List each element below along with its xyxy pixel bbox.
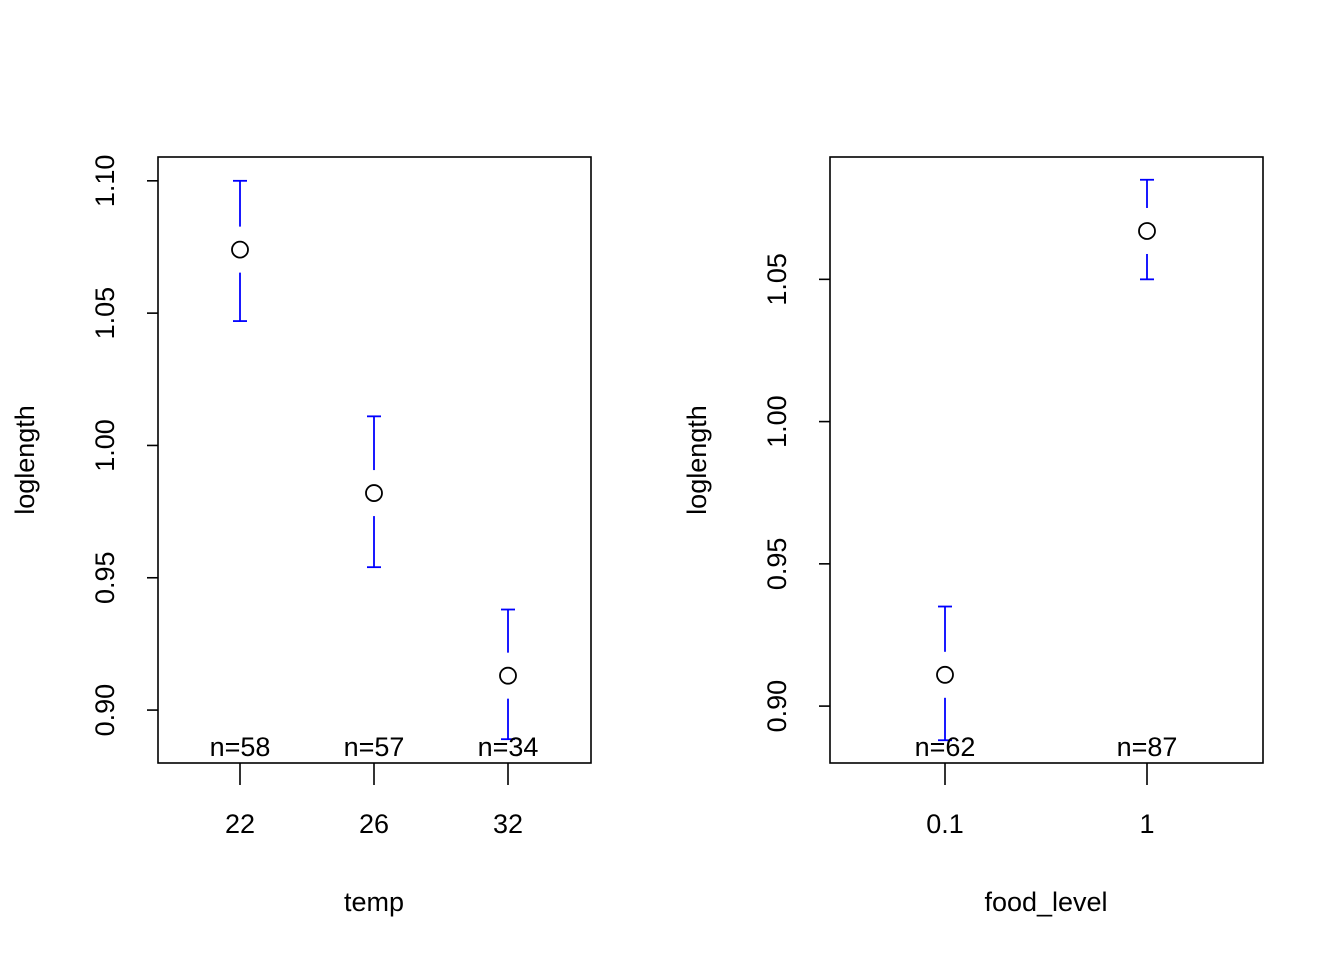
x-tick-label: 22 (225, 809, 255, 839)
sample-size-label: n=58 (210, 732, 271, 762)
data-point (365, 484, 383, 502)
data-point (231, 240, 249, 259)
data-point (936, 665, 954, 684)
x-tick-label: 0.1 (926, 809, 964, 839)
x-tick-label: 32 (493, 809, 523, 839)
panel-food-level: 0.90 0.95 1.00 1.05 0.1 1 food_level loglength n… (682, 156, 1264, 917)
y-tick-label: 0.90 (762, 680, 792, 733)
data-point (499, 666, 517, 685)
y-tick-label: 1.05 (90, 287, 120, 340)
sample-size-label: n=87 (1117, 732, 1178, 762)
sample-size-label: n=34 (478, 732, 539, 762)
x-tick-label: 26 (359, 809, 389, 839)
sample-size-label: n=62 (915, 732, 976, 762)
x-axis-title: food_level (984, 887, 1107, 917)
x-tick-label: 1 (1139, 809, 1154, 839)
y-axis-title: loglength (682, 405, 712, 515)
plot-frame (829, 156, 1264, 764)
y-tick-label: 1.00 (762, 395, 792, 448)
x-axis-title: temp (344, 887, 404, 917)
y-tick-label: 1.10 (90, 155, 120, 208)
y-axis-title: loglength (10, 405, 40, 515)
y-tick-label: 0.95 (90, 551, 120, 604)
panel-temp: 0.90 0.95 1.00 1.05 1.10 22 26 32 temp loglength n… (10, 155, 592, 917)
y-tick-label: 0.90 (90, 684, 120, 737)
y-tick-label: 0.95 (762, 538, 792, 591)
data-point (1138, 222, 1156, 240)
y-tick-label: 1.00 (90, 419, 120, 472)
sample-size-label: n=57 (344, 732, 405, 762)
y-tick-label: 1.05 (762, 253, 792, 306)
